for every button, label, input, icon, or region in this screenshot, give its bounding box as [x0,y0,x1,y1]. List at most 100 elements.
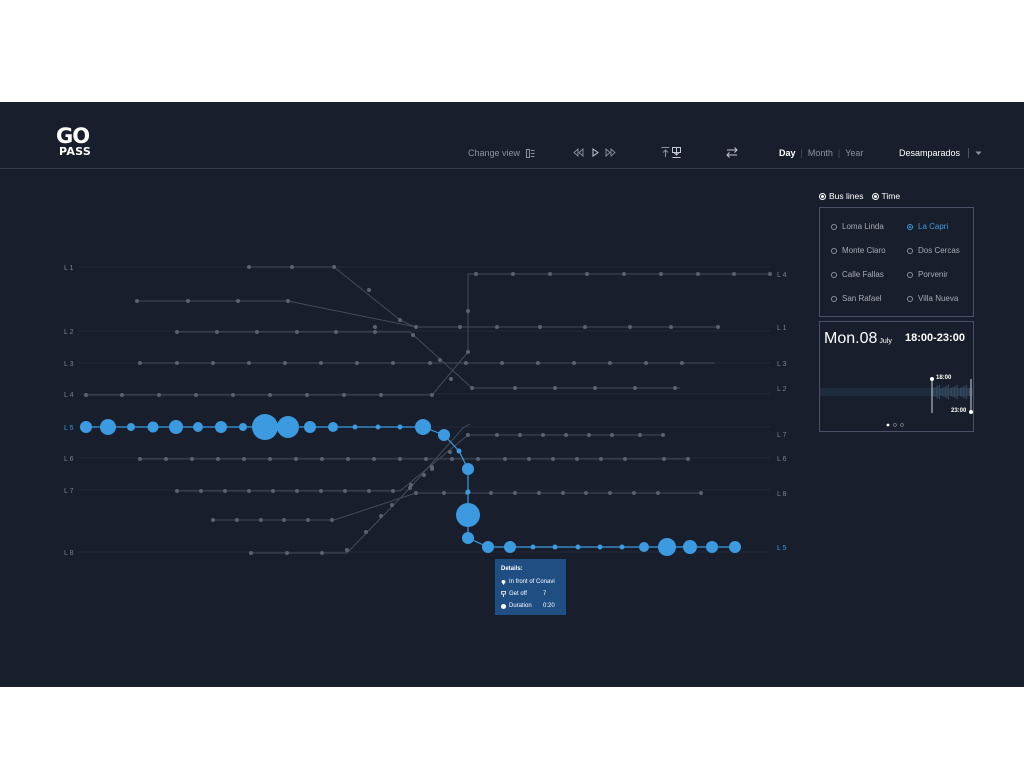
bus-stop-dot[interactable] [428,361,432,365]
bus-stop-dot[interactable] [587,433,591,437]
bus-stop-dot[interactable] [398,457,402,461]
l5-stop-circle[interactable] [239,423,247,431]
bus-stop-dot[interactable] [513,386,517,390]
bus-stop-dot[interactable] [242,457,246,461]
period-day[interactable]: Day [779,148,796,158]
l5-stop-circle[interactable] [619,544,625,550]
bus-stop-dot[interactable] [623,457,627,461]
bus-stop-dot[interactable] [414,325,418,329]
l5-stop-circle[interactable] [127,423,135,431]
bus-stop-dot[interactable] [538,325,542,329]
bus-stop-dot[interactable] [599,457,603,461]
bus-stop-dot[interactable] [290,265,294,269]
stop-calle-fallas[interactable]: Calle Fallas [831,270,884,279]
stop-san-rafael[interactable]: San Rafael [831,294,882,303]
bus-stop-dot[interactable] [373,325,377,329]
bus-stop-dot[interactable] [500,361,504,365]
download-icon[interactable] [672,147,681,158]
bus-stop-dot[interactable] [696,272,700,276]
l5-stop-circle[interactable] [215,421,227,433]
bus-stop-dot[interactable] [466,309,470,313]
l5-stop-circle[interactable] [683,540,697,554]
bus-stop-dot[interactable] [334,330,338,334]
l5-stop-circle[interactable] [147,421,159,433]
bus-stop-dot[interactable] [450,457,454,461]
bus-stop-dot[interactable] [527,457,531,461]
l5-stop-circle[interactable] [352,424,358,430]
period-year[interactable]: Year [845,148,864,158]
l5-stop-circle[interactable] [438,429,450,441]
page-dot[interactable] [900,423,904,427]
rewind-icon[interactable] [573,148,584,157]
bus-stop-dot[interactable] [247,265,251,269]
bus-stop-dot[interactable] [367,489,371,493]
l5-stop-circle[interactable] [706,541,718,553]
l5-stop-circle[interactable] [80,421,92,433]
page-dot[interactable] [893,423,897,427]
bus-stop-dot[interactable] [572,361,576,365]
change-view-button[interactable]: Change view [468,148,535,158]
bus-stop-dot[interactable] [247,361,251,365]
bus-stop-dot[interactable] [379,514,383,518]
bus-stop-dot[interactable] [608,491,612,495]
bus-stop-dot[interactable] [503,457,507,461]
l5-stop-circle[interactable] [597,544,603,550]
bus-stop-dot[interactable] [513,491,517,495]
bus-stop-dot[interactable] [320,551,324,555]
l5-stop-circle[interactable] [465,489,471,495]
l5-stop-circle[interactable] [304,421,316,433]
bus-stop-dot[interactable] [449,377,453,381]
bus-stop-dot[interactable] [249,551,253,555]
bus-stop-dot[interactable] [283,361,287,365]
bus-stop-dot[interactable] [662,457,666,461]
bus-stop-dot[interactable] [628,325,632,329]
bus-stop-dot[interactable] [438,358,442,362]
bus-stop-dot[interactable] [610,433,614,437]
bus-lines-label[interactable]: Bus lines [829,191,864,201]
l5-stop-circle[interactable] [456,503,480,527]
bus-stop-dot[interactable] [575,457,579,461]
bus-stop-dot[interactable] [548,272,552,276]
l5-stop-circle[interactable] [328,422,338,432]
l5-stop-circle[interactable] [482,541,494,553]
start-handle[interactable] [930,377,934,381]
bus-stop-dot[interactable] [379,393,383,397]
bus-stop-dot[interactable] [489,491,493,495]
bus-stop-dot[interactable] [638,433,642,437]
bus-stop-dot[interactable] [716,325,720,329]
bus-stop-dot[interactable] [644,361,648,365]
bus-stop-dot[interactable] [236,299,240,303]
bus-stop-dot[interactable] [584,491,588,495]
bus-stop-dot[interactable] [186,299,190,303]
play-icon[interactable] [592,148,599,157]
bus-stop-dot[interactable] [231,393,235,397]
time-radio[interactable] [871,192,879,200]
l5-stop-circle[interactable] [504,541,516,553]
bus-stop-dot[interactable] [345,548,349,552]
bus-stop-dot[interactable] [255,330,259,334]
bus-stop-dot[interactable] [673,386,677,390]
bus-stop-dot[interactable] [342,393,346,397]
time-histogram[interactable] [820,322,973,431]
bus-stop-dot[interactable] [656,491,660,495]
time-label[interactable]: Time [881,191,901,201]
bus-stop-dot[interactable] [424,457,428,461]
bus-stop-dot[interactable] [364,530,368,534]
l5-stop-circle[interactable] [375,424,381,430]
l5-stop-circle[interactable] [729,541,741,553]
bus-stop-dot[interactable] [391,489,395,493]
bus-stop-dot[interactable] [319,489,323,493]
bus-stop-dot[interactable] [223,489,227,493]
bus-stop-dot[interactable] [194,393,198,397]
gopass-logo[interactable]: GO PASS [56,126,91,158]
stop-monte-claro[interactable]: Monte Claro [831,246,886,255]
bus-stop-dot[interactable] [175,361,179,365]
bus-stop-dot[interactable] [448,450,452,454]
bus-stop-dot[interactable] [215,330,219,334]
bus-stop-dot[interactable] [430,467,434,471]
bus-stop-dot[interactable] [373,330,377,334]
bus-line-map[interactable]: L 1 L 2 L 3 L 4 L 5 L 6 L 7 L 8 L 4 L 1 L 3 L 2 L 7 L… [0,102,800,687]
bus-stop-dot[interactable] [768,272,772,276]
bus-stop-dot[interactable] [593,386,597,390]
fast-forward-icon[interactable] [605,148,616,157]
